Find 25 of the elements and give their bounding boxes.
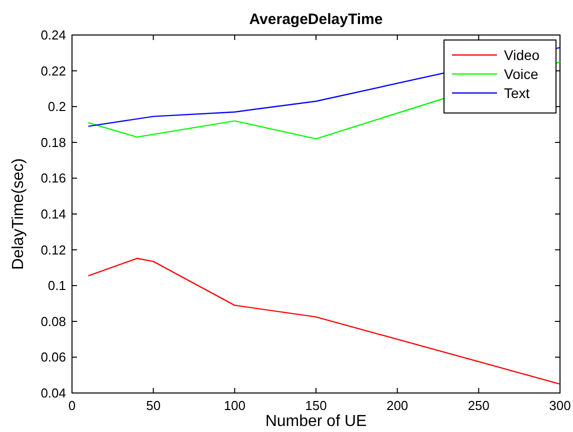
x-tick-label: 100 xyxy=(224,398,246,413)
x-tick-label: 200 xyxy=(386,398,408,413)
y-tick-label: 0.16 xyxy=(40,170,66,186)
y-tick-label: 0.1 xyxy=(48,278,66,294)
y-tick-label: 0.24 xyxy=(40,28,66,42)
y-axis-title: DelayTime(sec) xyxy=(10,158,27,270)
legend-label: Voice xyxy=(504,66,538,82)
x-axis-title: Number of UE xyxy=(265,413,367,430)
x-tick-label: 300 xyxy=(549,398,571,413)
x-tick-label: 50 xyxy=(146,398,161,413)
line-series xyxy=(88,258,561,385)
y-tick-label: 0.06 xyxy=(40,350,66,365)
y-tick-label: 0.2 xyxy=(48,99,66,114)
y-tick-label: 0.08 xyxy=(40,314,66,329)
y-tick-label: 0.04 xyxy=(40,386,66,400)
y-tick-label: 0.14 xyxy=(40,206,66,222)
chart-title: AverageDelayTime xyxy=(249,11,383,28)
y-tick-label: 0.18 xyxy=(40,134,66,150)
y-tick-label: 0.22 xyxy=(40,63,66,78)
legend-label: Video xyxy=(504,47,540,63)
x-tick-label: 150 xyxy=(305,398,327,413)
x-tick-label: 0 xyxy=(68,398,76,413)
legend-label: Text xyxy=(504,85,530,101)
y-tick-label: 0.12 xyxy=(40,242,66,258)
x-tick-label: 250 xyxy=(468,398,490,413)
